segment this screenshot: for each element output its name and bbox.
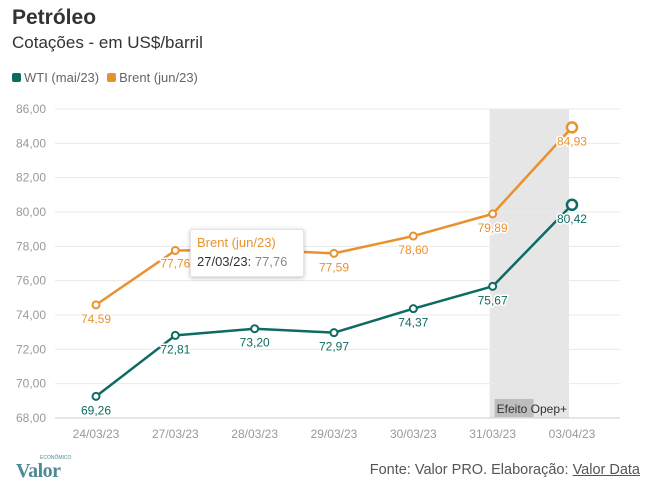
tooltip: Brent (jun/23) 27/03/23: 77,76 (190, 229, 304, 277)
highlight-band (489, 109, 569, 418)
data-point (91, 391, 101, 401)
data-point (408, 304, 418, 314)
tooltip-date: 27/03/23: (197, 254, 252, 269)
data-label: 75,67 (478, 293, 508, 307)
x-tick-label: 24/03/23 (73, 427, 120, 441)
y-tick-label: 74,00 (16, 308, 46, 322)
data-label: 69,26 (81, 403, 111, 417)
x-tick-label: 30/03/23 (390, 427, 437, 441)
data-label: 72,81 (160, 342, 190, 356)
y-tick-label: 76,00 (16, 274, 46, 288)
data-point (329, 248, 339, 258)
data-label: 78,60 (398, 243, 428, 257)
data-label: 74,59 (81, 312, 111, 326)
data-point (488, 281, 498, 291)
legend-swatch-brent (107, 73, 117, 82)
data-label: 79,89 (478, 221, 508, 235)
data-point (488, 209, 498, 219)
band-label: Efeito Opep+ (497, 402, 567, 416)
data-label: 80,42 (557, 212, 587, 226)
data-point (170, 245, 180, 255)
data-point (565, 198, 579, 212)
legend-swatch-wti (12, 73, 21, 82)
x-tick-label: 27/03/23 (152, 427, 199, 441)
data-point (91, 300, 101, 310)
data-point (329, 328, 339, 338)
y-tick-label: 86,00 (16, 102, 46, 116)
y-tick-label: 68,00 (16, 411, 46, 425)
legend-item-wti[interactable]: WTI (mai/23) (12, 70, 99, 85)
data-label: 77,59 (319, 260, 349, 274)
source-note: Fonte: Valor PRO. Elaboração: Valor Data (370, 462, 640, 478)
data-label: 73,20 (240, 336, 270, 350)
source-prefix: Fonte: Valor PRO. Elaboração: (369, 462, 573, 478)
x-tick-label: 28/03/23 (231, 427, 278, 441)
y-tick-label: 82,00 (16, 171, 46, 185)
y-tick-label: 80,00 (16, 205, 46, 219)
band-label-bg (494, 399, 534, 417)
legend-label-wti: WTI (mai/23) (24, 70, 100, 85)
data-label: 84,93 (557, 134, 587, 148)
logo-mark: ECONÔMICO (40, 455, 72, 461)
y-tick-label: 70,00 (16, 377, 46, 391)
x-tick-label: 03/04/23 (549, 427, 596, 441)
data-label: 77,76 (160, 256, 190, 270)
legend-item-brent[interactable]: Brent (jun/23) (107, 70, 198, 85)
legend: WTI (mai/23) Brent (jun/23) (12, 70, 198, 85)
chart-subtitle: Cotações - em US$/barril (12, 33, 203, 52)
data-label: 72,97 (319, 340, 349, 354)
data-point (565, 121, 579, 134)
source-link[interactable]: Valor Data (572, 462, 640, 478)
tooltip-series: Brent (jun/23) (197, 235, 276, 250)
y-tick-label: 84,00 (16, 136, 46, 150)
y-tick-label: 72,00 (16, 342, 46, 356)
x-tick-label: 29/03/23 (311, 427, 358, 441)
data-point (250, 324, 260, 334)
y-tick-label: 78,00 (16, 239, 46, 253)
x-tick-label: 31/03/23 (469, 427, 516, 441)
valor-logo: Valor (16, 460, 61, 482)
chart-title: Petróleo (12, 6, 97, 29)
tooltip-value: 77,76 (254, 254, 288, 269)
legend-label-brent: Brent (jun/23) (119, 70, 198, 85)
tooltip-line: 27/03/23: 77,76 (197, 254, 287, 269)
data-label: 74,37 (398, 316, 428, 330)
data-point (408, 231, 418, 241)
data-point (170, 330, 180, 340)
